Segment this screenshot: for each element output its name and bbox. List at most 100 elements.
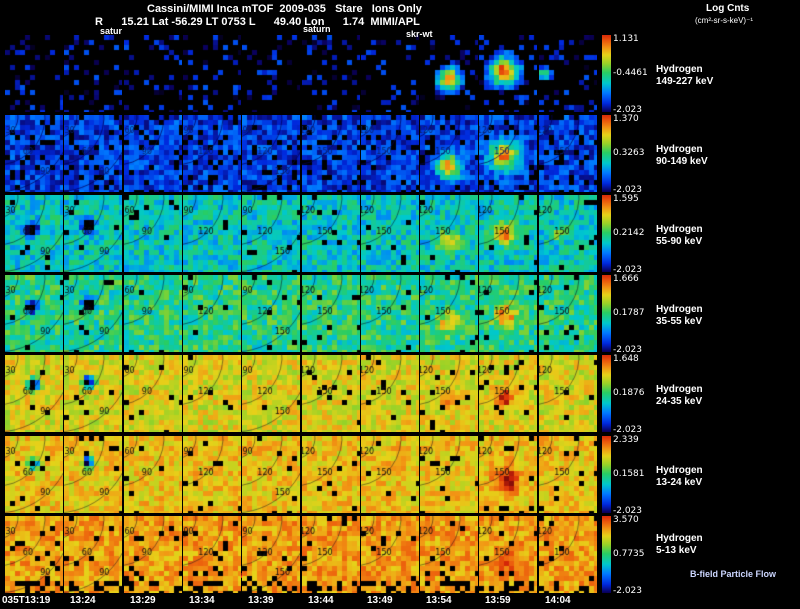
row-species-r6: Hydrogen bbox=[656, 465, 703, 476]
scale-min-r6: -2.023 bbox=[613, 506, 643, 516]
colorbar-r4 bbox=[602, 275, 611, 352]
heatmap-panel-r4p10 bbox=[539, 275, 597, 352]
colorbar-r3 bbox=[602, 195, 611, 272]
heatmap-panel-r2p4 bbox=[183, 115, 241, 192]
scale-mid-r3: 0.2142 bbox=[613, 228, 645, 238]
row-band-r5: 24-35 keV bbox=[656, 396, 703, 407]
axis-marker-saturn: saturn bbox=[303, 24, 331, 34]
time-tick-9: 14:04 bbox=[545, 595, 571, 606]
heatmap-panel-r3p6 bbox=[302, 195, 360, 272]
scale-mid-r5: 0.1876 bbox=[613, 388, 645, 398]
heatmap-panel-r2p8 bbox=[420, 115, 478, 192]
heatmap-panel-r1p8 bbox=[420, 35, 478, 112]
heatmap-panel-r5p9 bbox=[479, 355, 537, 432]
axis-marker-satur: satur bbox=[100, 26, 123, 36]
plot-title: Cassini/MIMI Inca mTOF 2009-035 Stare Io… bbox=[147, 3, 422, 15]
heatmap-panel-r7p9 bbox=[479, 516, 537, 593]
scale-mid-r7: 0.7735 bbox=[613, 549, 645, 559]
row-species-r1: Hydrogen bbox=[656, 64, 703, 75]
heatmap-panel-r2p9 bbox=[479, 115, 537, 192]
heatmap-panel-r3p4 bbox=[183, 195, 241, 272]
heatmap-panel-r7p6 bbox=[302, 516, 360, 593]
heatmap-panel-r6p9 bbox=[479, 436, 537, 513]
bfield-flow-label: B-field Particle Flow bbox=[690, 569, 777, 579]
heatmap-panel-r7p5 bbox=[242, 516, 300, 593]
scale-mid-r2: 0.3263 bbox=[613, 148, 645, 158]
scale-mid-r1: -0.4461 bbox=[613, 68, 648, 78]
heatmap-panel-r7p1 bbox=[5, 516, 63, 593]
heatmap-panel-r7p2 bbox=[64, 516, 122, 593]
time-tick-5: 13:44 bbox=[308, 595, 334, 606]
heatmap-panel-r1p9 bbox=[479, 35, 537, 112]
heatmap-panel-r4p1 bbox=[5, 275, 63, 352]
heatmap-panel-r2p6 bbox=[302, 115, 360, 192]
heatmap-panel-r6p10 bbox=[539, 436, 597, 513]
time-tick-7: 13:54 bbox=[426, 595, 452, 606]
scale-min-r2: -2.023 bbox=[613, 185, 643, 195]
heatmap-panel-r7p7 bbox=[361, 516, 419, 593]
heatmap-panel-r5p7 bbox=[361, 355, 419, 432]
heatmap-panel-r6p4 bbox=[183, 436, 241, 513]
scale-max-r2: 1.370 bbox=[613, 114, 639, 124]
row-species-r7: Hydrogen bbox=[656, 533, 703, 544]
row-band-r6: 13-24 keV bbox=[656, 477, 703, 488]
row-species-r3: Hydrogen bbox=[656, 224, 703, 235]
row-species-r4: Hydrogen bbox=[656, 304, 703, 315]
scale-mid-r6: 0.1581 bbox=[613, 469, 645, 479]
heatmap-panel-r4p9 bbox=[479, 275, 537, 352]
heatmap-panel-r5p6 bbox=[302, 355, 360, 432]
heatmap-panel-r4p2 bbox=[64, 275, 122, 352]
colorbar-r7 bbox=[602, 516, 611, 593]
colorbar-title: Log Cnts bbox=[706, 3, 750, 14]
heatmap-panel-r1p3 bbox=[124, 35, 182, 112]
heatmap-panel-r6p2 bbox=[64, 436, 122, 513]
heatmap-panel-r1p1 bbox=[5, 35, 63, 112]
time-tick-0: 035T13:19 bbox=[2, 595, 51, 606]
heatmap-panel-r2p10 bbox=[539, 115, 597, 192]
time-tick-1: 13:24 bbox=[70, 595, 96, 606]
row-band-r4: 35-55 keV bbox=[656, 316, 703, 327]
heatmap-panel-r3p9 bbox=[479, 195, 537, 272]
heatmap-panel-r7p8 bbox=[420, 516, 478, 593]
heatmap-panel-r2p5 bbox=[242, 115, 300, 192]
scale-min-r1: -2.023 bbox=[613, 105, 643, 115]
row-band-r2: 90-149 keV bbox=[656, 156, 708, 167]
heatmap-panel-r3p1 bbox=[5, 195, 63, 272]
heatmap-panel-r4p3 bbox=[124, 275, 182, 352]
scale-max-r7: 3.570 bbox=[613, 515, 639, 525]
scale-min-r3: -2.023 bbox=[613, 265, 643, 275]
heatmap-panel-r4p8 bbox=[420, 275, 478, 352]
heatmap-panel-r2p1 bbox=[5, 115, 63, 192]
colorbar-r6 bbox=[602, 436, 611, 513]
heatmap-panel-r1p2 bbox=[64, 35, 122, 112]
row-band-r1: 149-227 keV bbox=[656, 76, 714, 87]
row-band-r7: 5-13 keV bbox=[656, 545, 697, 556]
scale-min-r4: -2.023 bbox=[613, 345, 643, 355]
ephemeris-line: R 15.21 Lat -56.29 LT 0753 L 49.40 Lon 1… bbox=[95, 16, 420, 28]
scale-mid-r4: 0.1787 bbox=[613, 308, 645, 318]
time-tick-8: 13:59 bbox=[485, 595, 511, 606]
heatmap-panel-r5p2 bbox=[64, 355, 122, 432]
heatmap-panel-r6p7 bbox=[361, 436, 419, 513]
colorbar-r1 bbox=[602, 35, 611, 112]
heatmap-panel-r3p2 bbox=[64, 195, 122, 272]
time-tick-4: 13:39 bbox=[248, 595, 274, 606]
heatmap-panel-r4p5 bbox=[242, 275, 300, 352]
heatmap-panel-r5p8 bbox=[420, 355, 478, 432]
heatmap-panel-r4p6 bbox=[302, 275, 360, 352]
time-tick-6: 13:49 bbox=[367, 595, 393, 606]
heatmap-panel-r3p10 bbox=[539, 195, 597, 272]
heatmap-panel-r3p7 bbox=[361, 195, 419, 272]
heatmap-panel-r1p5 bbox=[242, 35, 300, 112]
heatmap-panel-r5p5 bbox=[242, 355, 300, 432]
colorbar-r2 bbox=[602, 115, 611, 192]
heatmap-panel-r1p7 bbox=[361, 35, 419, 112]
heatmap-panel-r4p4 bbox=[183, 275, 241, 352]
heatmap-panel-r4p7 bbox=[361, 275, 419, 352]
heatmap-panel-r3p5 bbox=[242, 195, 300, 272]
scale-max-r3: 1.595 bbox=[613, 194, 639, 204]
heatmap-panel-r1p6 bbox=[302, 35, 360, 112]
heatmap-panel-r5p3 bbox=[124, 355, 182, 432]
scale-min-r7: -2.023 bbox=[613, 586, 643, 596]
heatmap-panel-r6p8 bbox=[420, 436, 478, 513]
